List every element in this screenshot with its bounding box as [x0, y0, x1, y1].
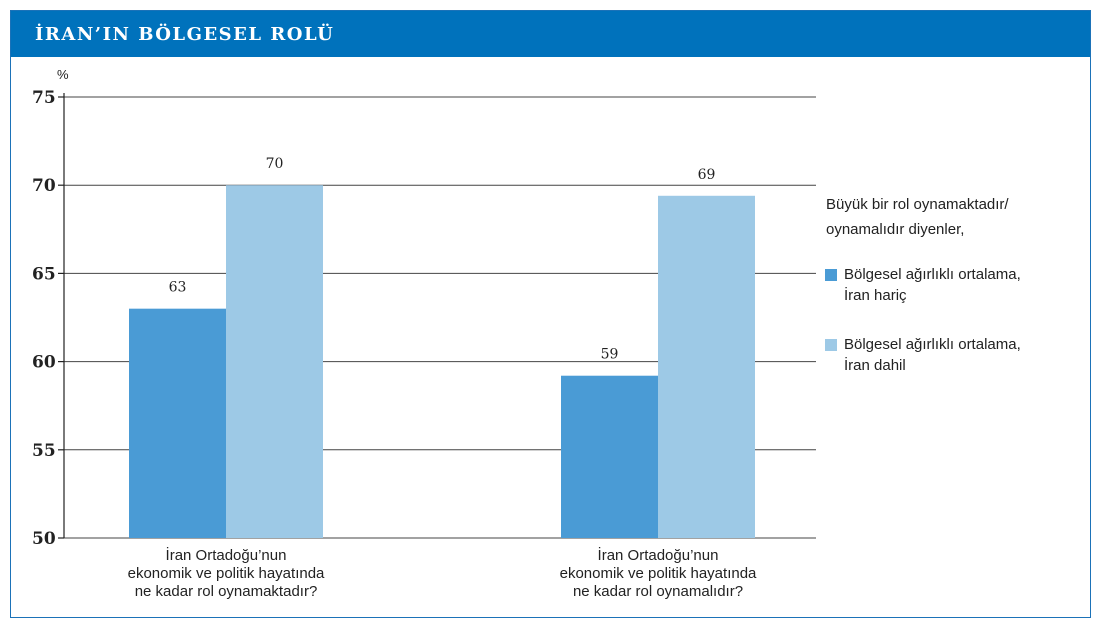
legend-item-including-iran: Bölgesel ağırlıklı ortalama, İran dahil — [825, 334, 1094, 376]
chart-title: İRAN’IN BÖLGESEL ROLÜ — [35, 24, 335, 45]
legend-heading-text: Büyük bir rol oynamaktadır/ oynamalıdır … — [826, 196, 1009, 238]
category-label: İran Ortadoğu’nun ekonomik ve politik hay… — [128, 546, 325, 600]
y-tick-label: 55 — [32, 441, 56, 461]
data-label: 59 — [601, 347, 619, 363]
y-axis-unit-label: % — [57, 67, 69, 82]
y-tick-label: 70 — [32, 176, 56, 196]
y-tick-label: 50 — [32, 529, 56, 549]
data-label: 69 — [698, 167, 716, 183]
bar — [561, 375, 658, 538]
bar — [129, 308, 226, 538]
y-tick-label: 60 — [32, 353, 56, 373]
bar — [658, 195, 755, 538]
y-tick-label: 75 — [32, 88, 56, 108]
data-label: 70 — [266, 156, 284, 172]
data-label: 63 — [169, 280, 187, 296]
bar — [226, 185, 323, 538]
legend-swatch-dark — [825, 269, 837, 281]
legend-item-excluding-iran: Bölgesel ağırlıklı ortalama, İran hariç — [825, 264, 1094, 306]
chart-header: İRAN’IN BÖLGESEL ROLÜ — [11, 11, 1090, 57]
y-tick-label: 65 — [32, 264, 56, 284]
category-label: İran Ortadoğu’nun ekonomik ve politik hay… — [560, 546, 757, 600]
legend-heading: Büyük bir rol oynamaktadır/ oynamalıdır … — [826, 192, 1086, 242]
legend-swatch-light — [825, 339, 837, 351]
legend-label-including-iran: Bölgesel ağırlıklı ortalama, İran dahil — [844, 336, 1021, 374]
legend-label-excluding-iran: Bölgesel ağırlıklı ortalama, İran hariç — [844, 266, 1021, 304]
